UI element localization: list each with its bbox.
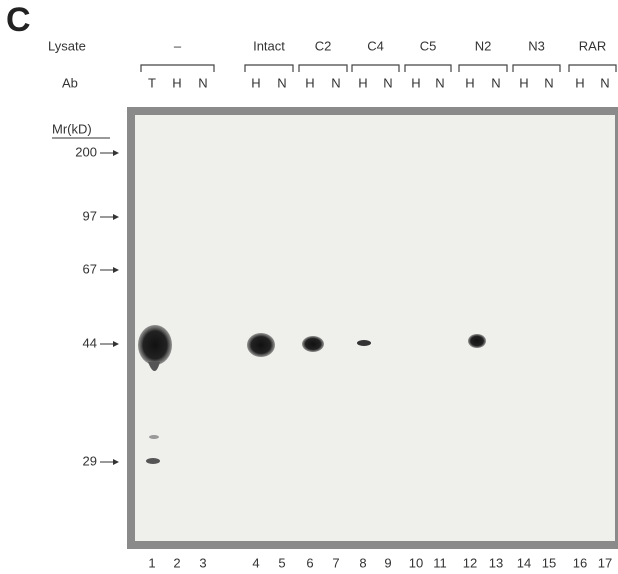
lysate-label: RAR <box>579 38 606 53</box>
marker-title: Mr(kD) <box>52 121 92 136</box>
lane-number: 14 <box>517 555 531 570</box>
lysate-label: Intact <box>253 38 285 53</box>
band <box>302 336 324 352</box>
antibody-label: H <box>305 75 314 90</box>
marker-arrowhead <box>113 341 119 347</box>
row-label: Lysate <box>48 38 86 53</box>
band <box>138 325 172 365</box>
antibody-label: H <box>575 75 584 90</box>
lane-number: 8 <box>359 555 366 570</box>
marker-label: 44 <box>83 335 97 350</box>
band <box>146 458 160 464</box>
lane-number: 17 <box>598 555 612 570</box>
antibody-label: H <box>519 75 528 90</box>
lane-number: 13 <box>489 555 503 570</box>
lysate-label: N2 <box>475 38 492 53</box>
lane-number: 3 <box>199 555 206 570</box>
lysate-label: C5 <box>420 38 437 53</box>
lane-number: 2 <box>173 555 180 570</box>
antibody-label: H <box>172 75 181 90</box>
band-smear <box>148 362 160 371</box>
bracket <box>458 64 508 72</box>
lane-number: 9 <box>384 555 391 570</box>
band <box>247 333 275 357</box>
band <box>357 340 371 346</box>
bracket <box>351 64 400 72</box>
marker-label: 29 <box>83 453 97 468</box>
panel-label: C <box>6 1 31 39</box>
lane-number: 16 <box>573 555 587 570</box>
marker-label: 97 <box>83 208 97 223</box>
antibody-label: T <box>148 75 156 90</box>
lysate-label: N3 <box>528 38 545 53</box>
gel-body <box>135 115 615 541</box>
lane-number: 7 <box>332 555 339 570</box>
row-label: Ab <box>62 75 78 90</box>
lysate-label: C2 <box>315 38 332 53</box>
marker-arrowhead <box>113 267 119 273</box>
antibody-label: N <box>600 75 609 90</box>
lane-number: 12 <box>463 555 477 570</box>
lysate-label: – <box>174 38 182 53</box>
lysate-label: C4 <box>367 38 384 53</box>
bracket <box>244 64 294 72</box>
antibody-label: N <box>544 75 553 90</box>
antibody-label: N <box>491 75 500 90</box>
bracket <box>140 64 215 72</box>
marker-arrowhead <box>113 150 119 156</box>
antibody-label: N <box>277 75 286 90</box>
marker-label: 200 <box>75 144 97 159</box>
antibody-label: N <box>331 75 340 90</box>
marker-label: 67 <box>83 261 97 276</box>
bracket <box>568 64 617 72</box>
lane-number: 5 <box>278 555 285 570</box>
antibody-label: N <box>383 75 392 90</box>
band <box>149 435 159 439</box>
bracket <box>404 64 452 72</box>
lane-number: 15 <box>542 555 556 570</box>
bracket <box>512 64 561 72</box>
antibody-label: N <box>435 75 444 90</box>
lane-number: 11 <box>433 555 447 570</box>
bracket <box>298 64 348 72</box>
lane-number: 4 <box>252 555 259 570</box>
antibody-label: H <box>251 75 260 90</box>
lane-number: 6 <box>306 555 313 570</box>
antibody-label: N <box>198 75 207 90</box>
lane-number: 1 <box>148 555 155 570</box>
marker-arrowhead <box>113 459 119 465</box>
lane-number: 10 <box>409 555 423 570</box>
marker-arrowhead <box>113 214 119 220</box>
antibody-label: H <box>358 75 367 90</box>
band <box>468 334 486 348</box>
antibody-label: H <box>465 75 474 90</box>
antibody-label: H <box>411 75 420 90</box>
